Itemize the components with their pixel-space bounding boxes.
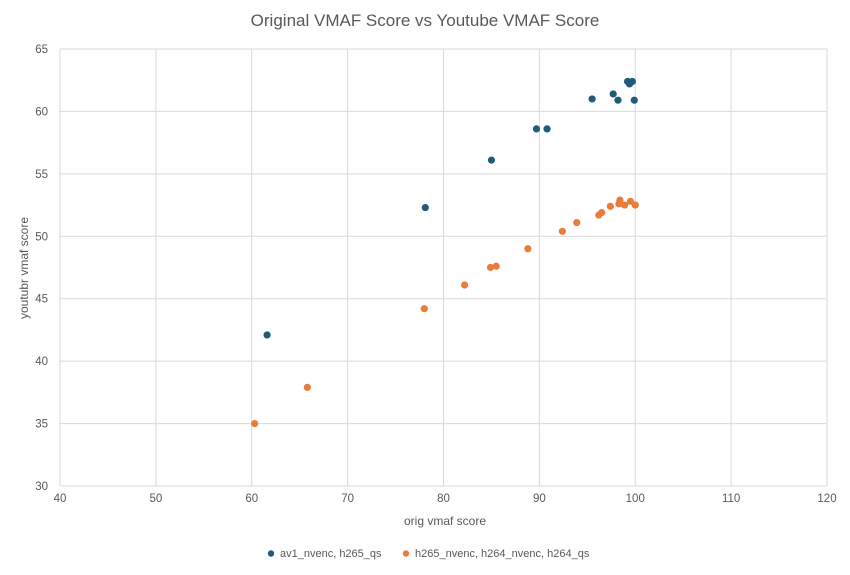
data-points — [251, 77, 639, 428]
x-tick-label: 100 — [626, 493, 645, 505]
series-2-point — [631, 201, 639, 209]
series-1-point — [609, 90, 617, 98]
x-tick-label: 50 — [149, 493, 162, 505]
series-1-point — [532, 125, 541, 133]
series-2-point — [621, 201, 629, 209]
series-1-point — [543, 125, 551, 133]
legend: av1_nvenc, h265_qs h265_nvenc, h264_nvenc… — [267, 548, 590, 560]
y-tick-label: 40 — [35, 356, 48, 368]
series-2-point — [524, 245, 532, 253]
tick-labels: 30 35 40 45 50 55 60 65 40 50 60 70 80 90 100 110 120 — [35, 44, 836, 505]
series-1-point — [263, 331, 271, 339]
x-tick-label: 110 — [722, 493, 740, 505]
y-tick-label: 60 — [35, 106, 48, 118]
series-1-point — [614, 96, 622, 104]
series-2-point — [598, 208, 606, 217]
series-2-point — [486, 263, 495, 272]
series-2-point — [606, 202, 614, 210]
y-tick-label: 50 — [35, 231, 48, 243]
series-2-point — [573, 218, 581, 227]
series-2-point — [492, 262, 500, 270]
legend-label-1: av1_nvenc, h265_qs — [280, 548, 382, 560]
y-tick-label: 45 — [35, 294, 48, 306]
y-axis-label: youtubr vmaf score — [17, 217, 31, 319]
y-tick-label: 35 — [35, 419, 48, 431]
series-2-point — [616, 196, 624, 204]
y-tick-label: 55 — [35, 169, 48, 181]
x-tick-label: 120 — [817, 493, 836, 505]
series-1-point — [628, 77, 636, 86]
grid — [59, 48, 828, 487]
series-2-point — [420, 305, 428, 313]
x-tick-label: 90 — [533, 493, 546, 505]
series-2-point — [251, 419, 259, 428]
y-tick-label: 65 — [35, 44, 48, 56]
x-axis-label: orig vmaf score — [404, 514, 486, 528]
x-tick-label: 60 — [245, 493, 258, 505]
series-1-point — [487, 156, 496, 164]
legend-marker-1 — [267, 550, 275, 557]
series-1-point — [421, 203, 429, 212]
series-2-point — [303, 383, 311, 391]
series-1-point — [588, 95, 596, 103]
x-tick-label: 70 — [341, 493, 354, 505]
x-tick-label: 80 — [437, 493, 450, 505]
series-2-point — [460, 281, 469, 289]
y-tick-label: 30 — [35, 481, 48, 493]
chart-title: Original VMAF Score vs Youtube VMAF Scor… — [251, 11, 600, 30]
series-1-point — [630, 96, 638, 104]
legend-marker-2 — [402, 550, 410, 557]
x-tick-label: 40 — [54, 493, 67, 505]
series-2-point — [558, 227, 566, 235]
legend-label-2: h265_nvenc, h264_nvenc, h264_qs — [415, 548, 590, 560]
